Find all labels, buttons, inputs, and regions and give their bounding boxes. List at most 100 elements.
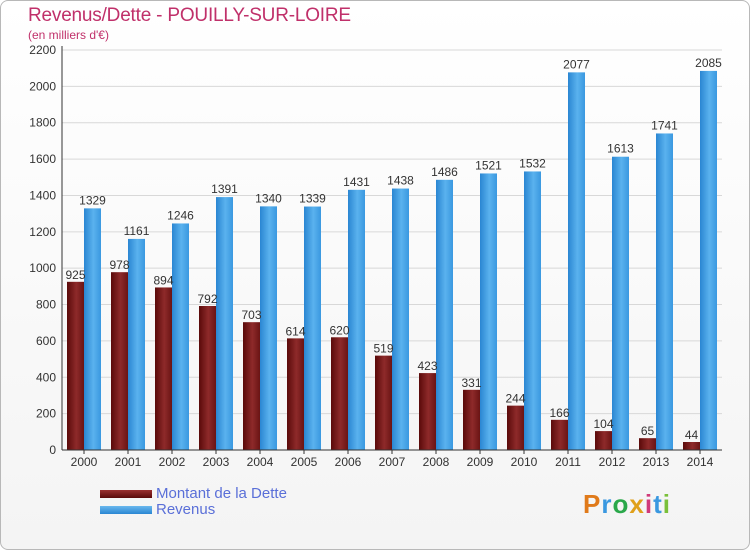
bar-revenue [700, 70, 717, 450]
y-tick-label: 600 [36, 334, 56, 348]
proxiti-logo: Proxiti [583, 489, 671, 520]
y-tick-label: 1800 [29, 116, 56, 130]
data-label-revenue: 1431 [343, 175, 370, 189]
data-label-revenue: 1340 [255, 191, 282, 205]
bar-debt [287, 338, 304, 450]
bar-revenue [304, 206, 321, 450]
data-label-revenue: 1486 [431, 165, 458, 179]
bar-revenue [568, 72, 585, 450]
bar-revenue [436, 179, 453, 450]
y-tick-label: 2000 [29, 79, 56, 93]
bar-debt [419, 373, 436, 450]
data-label-debt: 244 [505, 392, 525, 406]
x-tick-label: 2014 [687, 455, 714, 469]
logo-letter: i [662, 489, 671, 519]
logo-letter: P [583, 489, 602, 519]
bar-revenue [260, 206, 277, 450]
bar-debt [463, 389, 480, 450]
bar-debt [595, 431, 612, 450]
legend-label-debt: Montant de la Dette [156, 485, 287, 502]
y-tick-label: 2200 [29, 43, 56, 57]
bar-revenue [612, 156, 629, 450]
logo-letter: x [629, 489, 645, 519]
legend-swatch-debt [100, 490, 152, 498]
data-label-debt: 925 [65, 268, 85, 282]
x-tick-label: 2009 [467, 455, 494, 469]
data-label-debt: 423 [417, 359, 437, 373]
x-tick-label: 2001 [115, 455, 142, 469]
bar-revenue [128, 238, 145, 450]
bar-debt [243, 322, 260, 450]
bar-revenue [392, 188, 409, 450]
x-tick-label: 2004 [247, 455, 274, 469]
y-tick-label: 200 [36, 407, 56, 421]
logo-letter: i [644, 489, 654, 519]
chart-title: Revenus/Dette - POUILLY-SUR-LOIRE [28, 5, 351, 26]
bar-revenue [656, 133, 673, 451]
bar-debt [639, 438, 656, 450]
bar-debt [683, 442, 700, 450]
x-tick-label: 2006 [335, 455, 362, 469]
data-label-debt: 703 [241, 308, 261, 322]
data-label-revenue: 2085 [695, 56, 722, 70]
bar-debt [551, 419, 568, 450]
data-label-debt: 978 [109, 258, 129, 272]
data-label-revenue: 2077 [563, 57, 590, 71]
y-tick-label: 1200 [29, 225, 56, 239]
data-label-debt: 519 [373, 342, 393, 356]
x-tick-label: 2012 [599, 455, 626, 469]
bar-debt [507, 405, 524, 450]
data-label-revenue: 1532 [519, 156, 546, 170]
data-label-debt: 44 [685, 428, 699, 442]
data-label-debt: 614 [285, 324, 305, 338]
bar-debt [111, 272, 128, 450]
y-tick-label: 1600 [29, 152, 56, 166]
data-label-debt: 65 [641, 424, 655, 438]
x-tick-label: 2002 [159, 455, 186, 469]
data-label-debt: 104 [593, 417, 613, 431]
bar-revenue [172, 223, 189, 450]
x-tick-label: 2005 [291, 455, 318, 469]
y-tick-label: 0 [49, 443, 56, 457]
data-label-debt: 894 [153, 273, 173, 287]
bar-debt [331, 337, 348, 450]
data-label-debt: 331 [461, 376, 481, 390]
bar-revenue [524, 171, 541, 451]
bar-debt [67, 281, 84, 450]
logo-letter: r [601, 489, 613, 519]
x-tick-label: 2010 [511, 455, 538, 469]
data-label-debt: 792 [197, 292, 217, 306]
legend-label-revenue: Revenus [156, 501, 216, 518]
data-label-revenue: 1741 [651, 118, 678, 132]
bar-debt [155, 287, 172, 450]
data-label-revenue: 1521 [475, 158, 502, 172]
data-label-debt: 620 [329, 323, 349, 337]
legend-swatch-revenue [100, 506, 152, 514]
bar-revenue [348, 189, 365, 450]
x-tick-label: 2000 [71, 455, 98, 469]
data-label-revenue: 1246 [167, 208, 194, 222]
data-label-revenue: 1391 [211, 182, 238, 196]
x-tick-label: 2008 [423, 455, 450, 469]
bar-debt [375, 355, 392, 450]
data-label-revenue: 1329 [79, 193, 106, 207]
logo-letter: t [653, 489, 663, 519]
x-tick-label: 2011 [555, 455, 581, 469]
data-label-revenue: 1161 [124, 224, 150, 238]
data-label-revenue: 1438 [387, 174, 414, 188]
bar-revenue [84, 208, 101, 450]
bar-debt [199, 306, 216, 450]
bar-revenue [216, 197, 233, 450]
data-label-revenue: 1339 [299, 192, 326, 206]
bar-revenue [480, 173, 497, 451]
logo-letter: o [612, 489, 630, 519]
y-tick-label: 800 [36, 298, 56, 312]
y-tick-label: 1000 [29, 261, 56, 275]
y-tick-label: 400 [36, 370, 56, 384]
data-label-revenue: 1613 [607, 142, 634, 156]
x-tick-label: 2007 [379, 455, 406, 469]
x-tick-label: 2013 [643, 455, 670, 469]
y-tick-label: 1400 [29, 188, 56, 202]
data-label-debt: 166 [549, 406, 569, 420]
